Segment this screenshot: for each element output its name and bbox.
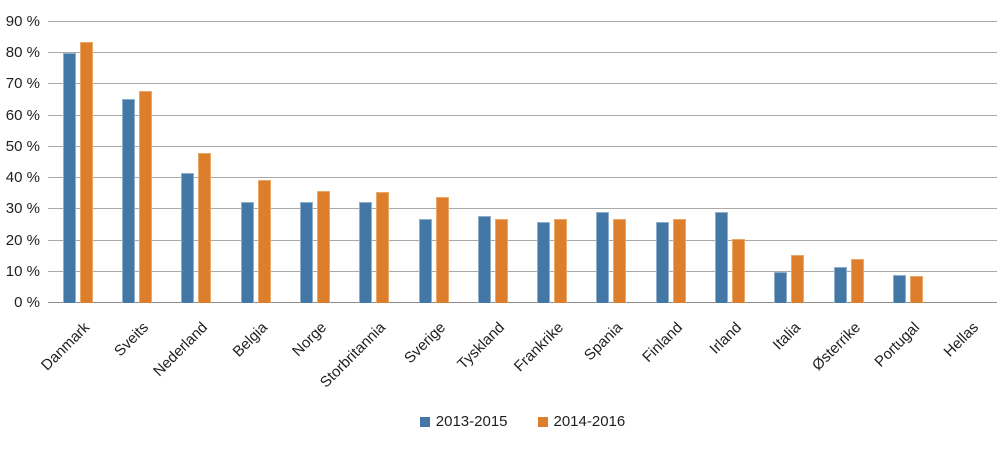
- bar-2014-2016-spania: [613, 218, 627, 303]
- x-axis-category-label: Norge: [289, 319, 330, 360]
- gridline: [48, 83, 997, 85]
- legend-label-2013-2015: 2013-2015: [435, 413, 508, 430]
- bar-2014-2016-østerrike: [850, 259, 864, 303]
- y-axis-tick-label: 50 %: [5, 137, 40, 155]
- x-axis-category-label: Sverige: [400, 319, 449, 367]
- gridline: [48, 145, 997, 147]
- bar-2014-2016-norge: [316, 190, 330, 303]
- bar-2014-2016-finland: [672, 218, 686, 303]
- bar-2013-2015-norge: [299, 201, 313, 303]
- bar-2014-2016-storbritannia: [376, 192, 390, 303]
- bar-2014-2016-sveits: [138, 90, 152, 303]
- x-axis-baseline: [48, 302, 997, 303]
- gridline: [48, 52, 997, 54]
- bar-2013-2015-belgia: [240, 201, 254, 303]
- legend-swatch-2014-2016: [537, 416, 548, 427]
- y-axis-tick-label: 10 %: [5, 262, 40, 280]
- y-axis-tick-label: 80 %: [5, 44, 40, 62]
- y-axis-tick-label: 40 %: [5, 169, 40, 187]
- x-axis-category-label: Tyskland: [453, 319, 508, 373]
- x-axis-category-label: Danmark: [37, 319, 93, 375]
- legend-swatch-2013-2015: [419, 416, 430, 427]
- legend: 2013-2015 2014-2016: [48, 413, 997, 430]
- y-axis-tick-label: 90 %: [5, 13, 40, 30]
- y-axis-tick-label: 0 %: [14, 294, 40, 311]
- x-axis-category-label: Belgia: [229, 319, 271, 361]
- bar-2013-2015-frankrike: [537, 221, 551, 303]
- gridline: [48, 239, 997, 241]
- bar-2014-2016-sverige: [435, 196, 449, 303]
- x-axis-category-label: Finland: [638, 319, 686, 366]
- x-axis-category-label: Italia: [769, 319, 805, 354]
- bar-2013-2015-tyskland: [477, 215, 491, 303]
- bar-2014-2016-tyskland: [494, 218, 508, 303]
- x-axis-category-label: Sveits: [111, 319, 152, 360]
- y-axis-tick-label: 30 %: [5, 200, 40, 218]
- y-axis-tick-label: 70 %: [5, 75, 40, 93]
- bar-2014-2016-nederland: [198, 153, 212, 303]
- bar-2014-2016-belgia: [257, 179, 271, 303]
- gridline: [48, 114, 997, 116]
- bar-2013-2015-portugal: [893, 274, 907, 303]
- x-axis-category-label: Spania: [581, 319, 627, 365]
- bar-2014-2016-danmark: [79, 42, 93, 303]
- x-axis-category-label: Irland: [706, 319, 746, 358]
- bar-2013-2015-irland: [715, 212, 729, 303]
- x-axis-category-label: Nederland: [150, 319, 212, 380]
- x-axis-category-label: Frankrike: [510, 319, 568, 376]
- x-axis-category-label: Hellas: [940, 319, 983, 361]
- bar-2013-2015-danmark: [62, 53, 76, 303]
- gridline: [48, 270, 997, 272]
- gridline: [48, 208, 997, 210]
- x-axis: Danmark Sveits Nederland Belgia Norge Storbri…: [38, 319, 997, 409]
- bar-2013-2015-sveits: [121, 98, 135, 303]
- bar-2013-2015-spania: [596, 212, 610, 303]
- legend-item-2014-2016: 2014-2016: [537, 413, 626, 430]
- gridline: [48, 177, 997, 179]
- x-axis-category-label: Østerrike: [808, 319, 864, 375]
- bar-2014-2016-portugal: [910, 276, 924, 303]
- plot-area: [48, 21, 997, 303]
- bar-2014-2016-italia: [791, 254, 805, 303]
- bar-2013-2015-storbritannia: [359, 201, 373, 303]
- bar-2013-2015-sverige: [418, 218, 432, 303]
- bar-2014-2016-irland: [732, 239, 746, 303]
- bar-2013-2015-italia: [774, 271, 788, 303]
- y-axis-tick-label: 20 %: [5, 231, 40, 249]
- bar-2013-2015-nederland: [181, 173, 195, 303]
- y-axis-tick-label: 60 %: [5, 106, 40, 124]
- legend-item-2013-2015: 2013-2015: [419, 413, 508, 430]
- legend-label-2014-2016: 2014-2016: [553, 413, 626, 430]
- gridline: [48, 21, 997, 22]
- bar-2013-2015-østerrike: [833, 267, 847, 303]
- bar-2013-2015-finland: [655, 221, 669, 303]
- bar-2014-2016-frankrike: [554, 218, 568, 303]
- x-axis-category-label: Portugal: [871, 319, 924, 371]
